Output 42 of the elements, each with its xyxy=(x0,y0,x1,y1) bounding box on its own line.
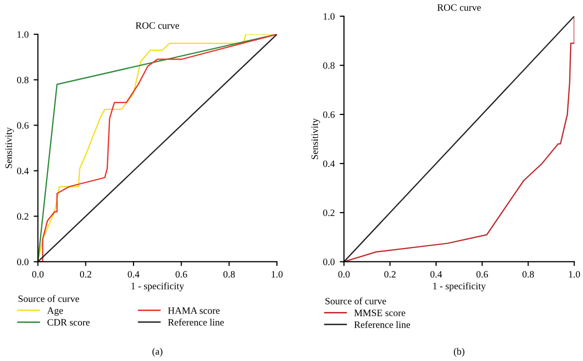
x-tick-label: 0.4 xyxy=(430,271,442,278)
x-tick-label: 0.6 xyxy=(476,271,488,278)
legend-label: HAMA score xyxy=(168,307,220,314)
legend-title: Source of curve xyxy=(325,297,386,304)
text: (b) xyxy=(454,348,464,357)
y-tick-label: 0.4 xyxy=(323,160,335,168)
x-tick-label: 0.8 xyxy=(223,271,235,278)
y-axis-title: Sensitivity xyxy=(311,118,320,160)
chart-title: ROC curve xyxy=(136,22,180,29)
y-axis-title: Sensitivity xyxy=(5,127,14,168)
x-tick-label: 0.6 xyxy=(176,271,188,278)
x-tick-label: 0.0 xyxy=(32,271,44,278)
y-tick-label: 0.0 xyxy=(323,258,335,266)
x-axis-title: 1 - specificity xyxy=(433,282,486,292)
y-tick-label: 0.8 xyxy=(323,62,335,69)
y-tick-label: 0.6 xyxy=(323,111,335,118)
legend-title: Source of curve xyxy=(18,295,80,302)
legend-label: Reference line xyxy=(168,318,224,326)
line-series xyxy=(38,34,277,262)
legend-label: Reference line xyxy=(354,321,410,328)
y-tick-label: 0.6 xyxy=(17,122,29,129)
y-tick-label: 1.0 xyxy=(324,13,335,20)
x-axis-title: 1 - specificity xyxy=(132,282,184,292)
x-tick-label: 0.0 xyxy=(338,271,350,278)
y-tick-label: 0.2 xyxy=(323,210,334,216)
line-series xyxy=(344,16,574,262)
y-tick-label: 0.4 xyxy=(17,168,29,174)
y-tick-label: 0.8 xyxy=(17,76,28,84)
legend-label: Age xyxy=(47,307,63,316)
y-tick-label: 0.2 xyxy=(17,213,28,220)
x-tick-label: 1.0 xyxy=(272,271,283,278)
y-tick-label: 1.0 xyxy=(18,31,28,38)
chart-title: ROC curve xyxy=(437,4,481,11)
text: (a) xyxy=(152,348,162,357)
legend-label: CDR score xyxy=(47,319,90,326)
x-tick-label: 0.2 xyxy=(384,271,396,278)
x-tick-label: 0.4 xyxy=(128,271,140,278)
x-tick-label: 0.2 xyxy=(80,271,92,278)
x-tick-label: 0.8 xyxy=(522,271,534,278)
x-tick-label: 1.0 xyxy=(569,271,580,278)
legend-label: MMSE score xyxy=(354,310,406,316)
y-tick-label: 0.0 xyxy=(17,258,28,266)
